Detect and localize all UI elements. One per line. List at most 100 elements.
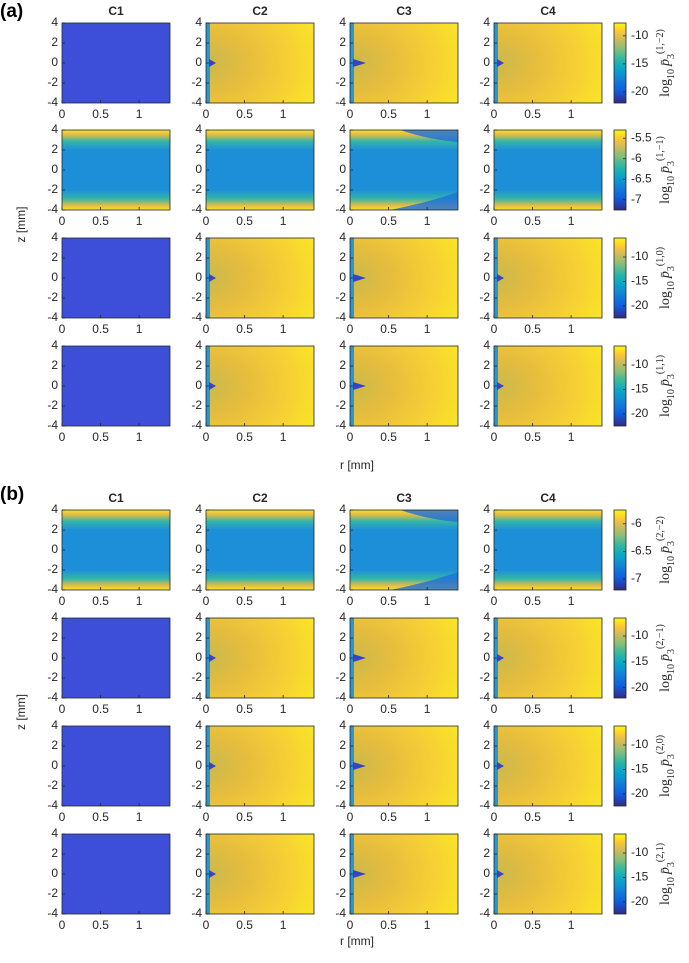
x-tick-label: 0.5 [524,107,541,121]
heatmap-field [350,510,458,590]
colorbar-label-symbol: p̄ [658,867,673,875]
y-tick-label: -4 [191,418,202,432]
heatmap-feature [209,382,216,390]
x-tick-label: 1 [280,214,287,228]
y-tick-label: 4 [51,230,58,244]
y-tick-label: 2 [51,358,58,372]
heatmap-field [62,510,170,590]
colorbar-label-symbol: p̄ [658,759,673,767]
colorbar-tick-label: -6.5 [631,544,652,558]
panel-label: (a) [0,1,23,22]
heatmap-field [494,23,602,103]
x-tick-label: 1 [136,322,143,336]
y-tick-label: 4 [195,826,202,840]
x-tick-label: 0 [347,430,354,444]
x-tick-label: 0 [59,594,66,608]
colorbar-tick-label: -15 [631,382,649,396]
y-tick-label: 0 [195,378,202,392]
y-tick-label: -2 [191,75,202,89]
x-tick-label: 0.5 [92,810,109,824]
x-tick-label: 0.5 [380,214,397,228]
heatmap [62,23,170,103]
y-tick-label: -4 [47,798,58,812]
heatmap [350,834,458,914]
colorbar-label-symbol: p̄ [658,654,673,662]
y-tick-label: 0 [483,270,490,284]
x-tick-label: 0 [491,810,498,824]
heatmap-feature [353,654,366,662]
x-tick-label: 1 [424,107,431,121]
colorbar-tick-label: -20 [631,894,649,908]
x-tick-label: 0 [59,918,66,932]
y-tick-label: 4 [339,610,346,624]
colorbar-tick-label: -7 [631,192,642,206]
y-tick-label: 0 [195,650,202,664]
y-tick-label: -2 [335,562,346,576]
heatmap-field [350,618,458,698]
x-tick-label: 0 [203,594,210,608]
y-tick-label: -4 [479,202,490,216]
heatmap-field [494,238,602,318]
column-title: C1 [108,4,124,18]
y-tick-label: 0 [51,55,58,69]
x-tick-label: 0 [491,322,498,336]
y-tick-label: 0 [195,542,202,556]
x-tick-label: 0.5 [92,322,109,336]
x-tick-label: 0.5 [524,918,541,932]
panel-label: (b) [0,484,24,505]
x-tick-label: 0 [491,918,498,932]
y-tick-label: -2 [47,670,58,684]
colorbar-label-sup: (2,0) [655,735,666,754]
y-tick-label: 0 [51,542,58,556]
heatmap-feature [497,762,504,770]
x-tick-label: 0 [491,107,498,121]
heatmap-feature [209,274,216,282]
y-tick-label: -2 [191,562,202,576]
y-tick-label: -4 [191,690,202,704]
x-tick-label: 0.5 [236,594,253,608]
x-tick-label: 1 [424,214,431,228]
colorbar-label-log: log [658,291,673,309]
y-tick-label: 2 [195,738,202,752]
colorbar [613,833,627,915]
y-tick-label: -4 [479,906,490,920]
y-tick-label: -4 [335,906,346,920]
x-tick-label: 0 [203,810,210,824]
x-tick-label: 0 [203,918,210,932]
x-tick-label: 0.5 [524,594,541,608]
heatmap-field [350,130,458,210]
colorbar-label-index: 3 [666,374,677,379]
y-tick-label: 4 [195,230,202,244]
colorbar-label-log: log [658,779,673,797]
heatmap [350,618,458,698]
x-tick-label: 0 [59,810,66,824]
y-tick-label: -2 [335,290,346,304]
heatmap-field [206,346,314,426]
y-tick-label: -2 [191,670,202,684]
y-tick-label: 4 [51,610,58,624]
heatmap [206,510,314,590]
x-tick-label: 1 [424,918,431,932]
y-tick-label: -2 [191,182,202,196]
y-tick-label: 2 [195,142,202,156]
y-tick-label: 2 [483,35,490,49]
heatmap [62,834,170,914]
y-tick-label: 4 [483,230,490,244]
x-tick-label: 0.5 [380,702,397,716]
heatmap-field [206,726,314,806]
x-tick-label: 0 [59,107,66,121]
y-tick-label: 0 [483,650,490,664]
colorbar-tick-label: -6 [631,516,642,530]
x-tick-label: 1 [568,594,575,608]
y-tick-label: -2 [479,398,490,412]
y-tick-label: -4 [191,582,202,596]
y-tick-label: 2 [51,142,58,156]
y-tick-label: 0 [195,162,202,176]
x-tick-label: 0.5 [524,702,541,716]
colorbar-label-index: 3 [666,541,677,546]
y-tick-label: -4 [335,582,346,596]
x-tick-label: 1 [424,430,431,444]
colorbar-label-symbol: p̄ [658,271,673,279]
x-tick-label: 1 [568,107,575,121]
y-tick-label: -4 [479,310,490,324]
